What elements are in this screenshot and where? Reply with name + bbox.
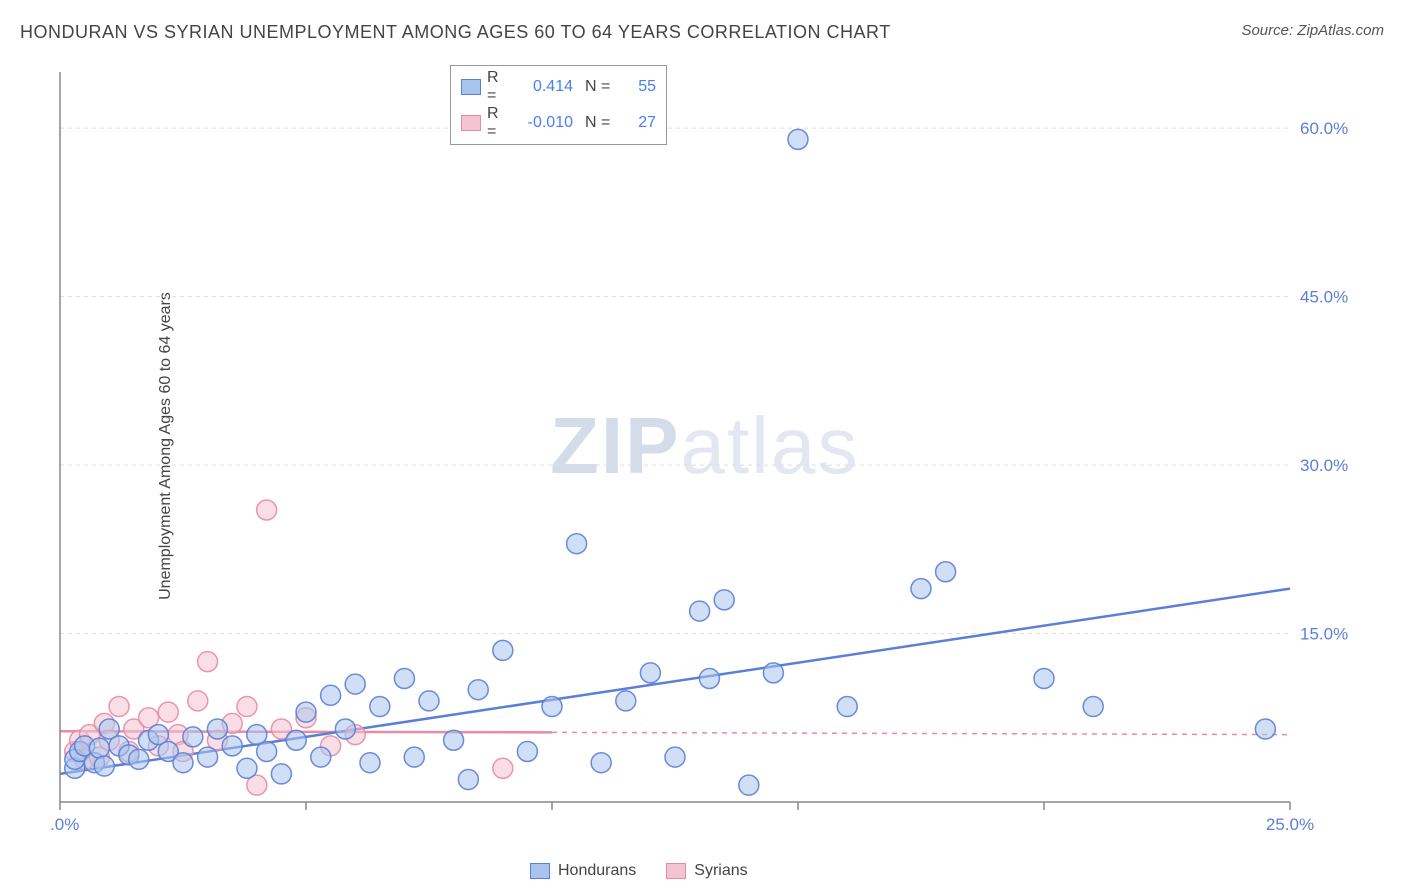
r-value-syrians: -0.010 xyxy=(513,114,573,132)
source-attribution: Source: ZipAtlas.com xyxy=(1241,22,1384,39)
n-value-syrians: 27 xyxy=(626,114,656,132)
legend-item-hondurans: Hondurans xyxy=(530,862,636,880)
legend-item-syrians: Syrians xyxy=(666,862,747,880)
swatch-hondurans xyxy=(461,79,481,95)
swatch-syrians xyxy=(461,115,481,131)
legend-label-hondurans: Hondurans xyxy=(558,862,636,880)
legend: Hondurans Syrians xyxy=(530,862,748,880)
r-value-hondurans: 0.414 xyxy=(513,78,573,96)
n-value-hondurans: 55 xyxy=(626,78,656,96)
svg-text:25.0%: 25.0% xyxy=(1266,815,1314,834)
svg-text:60.0%: 60.0% xyxy=(1300,119,1348,138)
svg-text:15.0%: 15.0% xyxy=(1300,625,1348,644)
svg-text:45.0%: 45.0% xyxy=(1300,288,1348,307)
scatter-plot: 15.0% 30.0% 45.0% 60.0% 0.0% 25.0% xyxy=(50,62,1350,842)
n-label: N = xyxy=(585,114,620,132)
r-label: R = xyxy=(487,105,507,141)
swatch-hondurans xyxy=(530,863,550,879)
stats-row-hondurans: R = 0.414 N = 55 xyxy=(461,69,656,105)
swatch-syrians xyxy=(666,863,686,879)
legend-label-syrians: Syrians xyxy=(694,862,747,880)
svg-text:0.0%: 0.0% xyxy=(50,815,79,834)
correlation-stats-box: R = 0.414 N = 55 R = -0.010 N = 27 xyxy=(450,65,667,145)
r-label: R = xyxy=(487,69,507,105)
n-label: N = xyxy=(585,78,620,96)
stats-row-syrians: R = -0.010 N = 27 xyxy=(461,105,656,141)
svg-text:30.0%: 30.0% xyxy=(1300,456,1348,475)
chart-title: HONDURAN VS SYRIAN UNEMPLOYMENT AMONG AG… xyxy=(20,22,891,43)
